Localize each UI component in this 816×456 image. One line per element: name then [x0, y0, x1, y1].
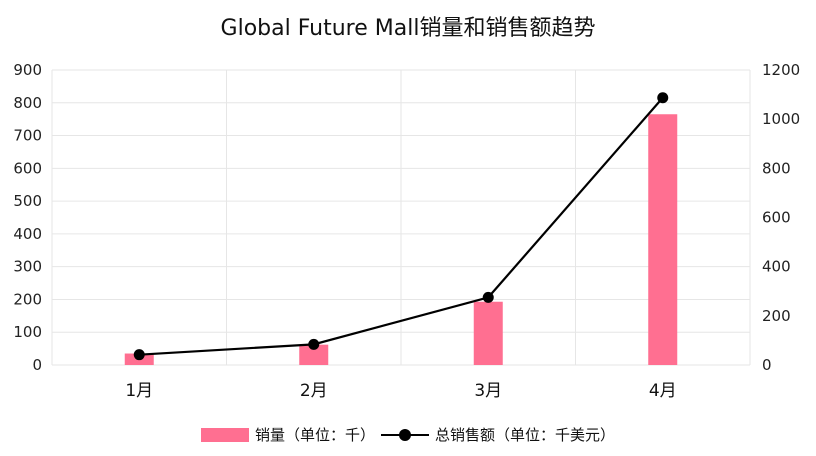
y-right-tick-label: 800 [762, 159, 791, 177]
x-tick-label: 1月 [125, 381, 153, 401]
y-left-tick-label: 700 [13, 127, 42, 145]
point-total-sales[interactable] [308, 338, 320, 350]
line-total-sales [139, 97, 664, 356]
y-left-tick-label: 800 [13, 94, 42, 112]
legend-bar-swatch [200, 427, 249, 442]
legend-label-sales-volume: 销量（单位：千） [254, 426, 375, 444]
point-total-sales[interactable] [482, 291, 494, 303]
y-right-tick-label: 200 [762, 307, 791, 325]
y-left-tick-label: 900 [13, 61, 42, 79]
bar-sales-volume[interactable] [473, 301, 503, 365]
point-total-sales[interactable] [657, 92, 669, 104]
y-right-tick-label: 600 [762, 209, 791, 227]
legend-label-total-sales: 总销售额（单位：千美元） [435, 426, 616, 444]
y-right-tick-label: 1200 [762, 61, 800, 79]
bar-sales-volume[interactable] [648, 114, 678, 365]
y-left-tick-label: 100 [13, 323, 42, 341]
y-left-tick-label: 500 [13, 192, 42, 210]
legend-item-total-sales[interactable]: 总销售额（单位：千美元） [381, 424, 615, 445]
point-total-sales[interactable] [133, 349, 145, 361]
y-left-tick-label: 600 [13, 159, 42, 177]
y-left-tick-label: 0 [32, 356, 42, 374]
x-tick-label: 2月 [300, 381, 328, 401]
y-left-tick-label: 300 [13, 258, 42, 276]
x-tick-label: 4月 [649, 381, 677, 401]
y-left-tick-label: 200 [13, 290, 42, 308]
y-right-tick-label: 0 [762, 356, 772, 374]
bar-sales-volume[interactable] [299, 344, 329, 365]
y-right-tick-label: 1000 [762, 110, 800, 128]
chart-plot: 0 100 200 300 400 500 600 700 800 900 0 200 400 600 80… [13, 61, 800, 401]
legend-item-sales-volume[interactable]: 销量（单位：千） [200, 424, 375, 445]
x-tick-label: 3月 [474, 381, 502, 401]
legend: 销量（单位：千） 总销售额（单位：千美元） [0, 424, 816, 445]
y-left-tick-label: 400 [13, 225, 42, 243]
y-right-tick-label: 400 [762, 258, 791, 276]
chart-title: Global Future Mall销量和销售额趋势 [220, 16, 596, 41]
legend-line-swatch [381, 428, 429, 442]
